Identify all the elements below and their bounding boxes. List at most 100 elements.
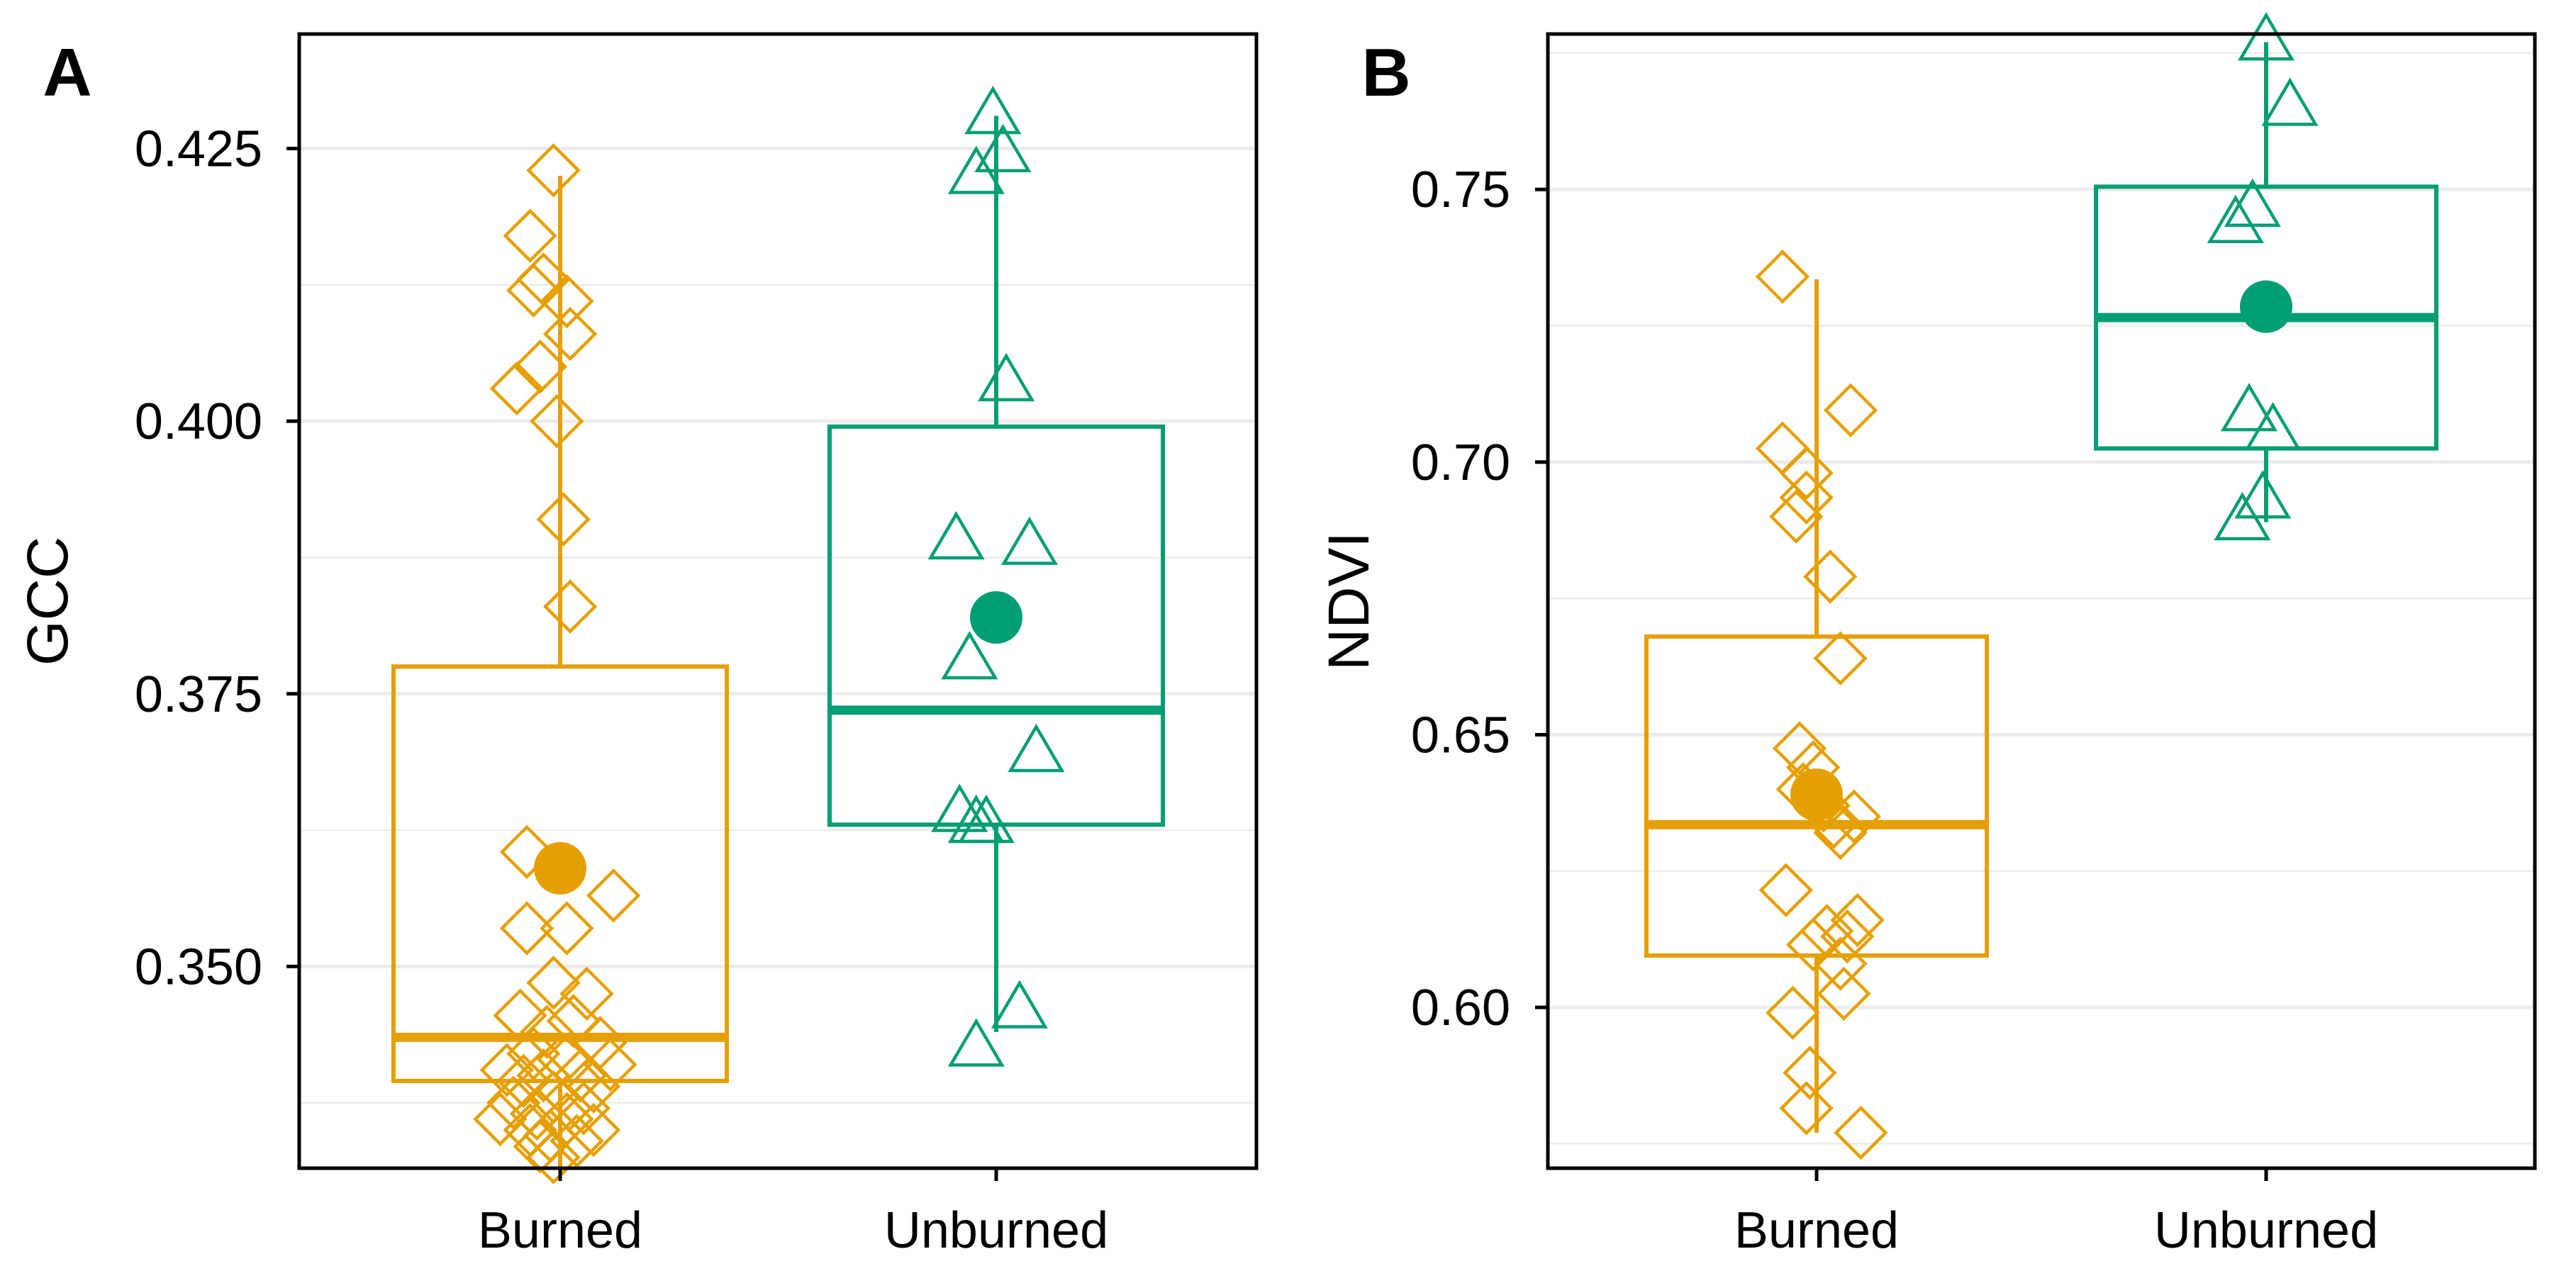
data-point <box>566 1059 621 1114</box>
data-point <box>542 579 598 634</box>
y-tick-label: 0.65 <box>1411 707 1510 763</box>
data-point <box>542 306 598 362</box>
data-point <box>1823 383 1878 437</box>
group-burned <box>1644 250 1989 1160</box>
data-point <box>503 208 557 263</box>
panel-ndvi: 0.60 0.65 0.70 0.75 Burned Unburned NDVI B <box>1317 12 2537 1259</box>
data-point <box>931 783 988 832</box>
data-point <box>1813 936 1868 991</box>
data-point <box>1766 985 1820 1040</box>
data-point <box>566 1102 621 1158</box>
data-point <box>540 274 594 329</box>
data-point <box>553 1048 608 1103</box>
plot-border <box>1546 32 2537 1170</box>
data-point <box>479 1043 534 1097</box>
data-point <box>978 352 1035 402</box>
y-tick-label: 0.350 <box>135 939 262 995</box>
data-point <box>947 145 1005 194</box>
group-burned <box>391 143 729 1185</box>
data-point <box>1817 966 1871 1021</box>
x-tick-label: Burned <box>1734 1202 1899 1259</box>
data-point <box>536 492 591 547</box>
x-tick-label: Unburned <box>884 1202 1108 1259</box>
mean-marker <box>2240 280 2292 333</box>
box-iqr <box>827 424 1165 827</box>
data-point <box>516 1048 571 1103</box>
data-point <box>957 794 1015 844</box>
y-tick-label: 0.75 <box>1411 162 1510 218</box>
mean-marker <box>1790 768 1843 822</box>
data-point <box>526 956 581 1010</box>
data-point <box>2261 77 2319 126</box>
plot-border <box>297 32 1259 1170</box>
y-tick-label: 0.70 <box>1411 435 1510 491</box>
group-unburned <box>2094 12 2438 541</box>
data-point <box>473 1092 528 1146</box>
data-point <box>1008 723 1065 773</box>
data-point <box>974 123 1032 173</box>
data-point <box>1813 631 1868 685</box>
data-point <box>573 1015 628 1070</box>
panel-label: A <box>43 35 91 111</box>
y-axis-title: NDVI <box>1317 532 1381 671</box>
data-point <box>941 631 998 680</box>
data-point <box>1786 917 1841 972</box>
y-tick-label: 0.425 <box>135 121 262 178</box>
data-point <box>499 901 554 956</box>
data-point <box>586 868 641 923</box>
y-axis-title: GCC <box>16 537 80 666</box>
data-point <box>2244 402 2302 451</box>
data-point <box>506 1026 561 1081</box>
data-point <box>540 901 594 956</box>
data-point <box>1783 1046 1837 1100</box>
data-point <box>583 1037 637 1092</box>
data-point <box>1779 446 1834 500</box>
data-point <box>2220 383 2278 432</box>
data-point <box>1769 489 1824 544</box>
group-unburned <box>827 85 1165 1067</box>
box-iqr <box>1644 634 1989 958</box>
y-tick-label: 0.400 <box>135 393 262 450</box>
data-point <box>1755 250 1810 304</box>
data-point <box>2237 12 2295 61</box>
data-point <box>526 1130 581 1185</box>
data-point <box>947 1018 1005 1067</box>
data-point <box>499 824 554 880</box>
data-point <box>2234 470 2292 519</box>
y-tick-label: 0.60 <box>1411 980 1510 1036</box>
y-tick-label: 0.375 <box>135 666 262 723</box>
mean-marker <box>534 841 586 895</box>
data-point <box>526 143 581 198</box>
data-point <box>506 263 561 318</box>
data-point <box>1830 892 1885 948</box>
data-point <box>991 980 1048 1029</box>
data-point <box>927 510 985 560</box>
data-point <box>513 340 567 394</box>
data-point <box>1779 1081 1834 1136</box>
data-point <box>2207 194 2264 244</box>
data-point <box>530 393 584 449</box>
data-point <box>1755 421 1810 476</box>
data-point <box>559 966 614 1021</box>
data-point <box>556 1081 611 1136</box>
mean-marker <box>970 591 1022 644</box>
x-tick-label: Unburned <box>2154 1202 2378 1259</box>
data-point <box>1813 805 1868 861</box>
data-point <box>1758 863 1813 917</box>
data-point <box>1803 549 1858 604</box>
data-point <box>520 1004 574 1059</box>
data-point <box>1834 1105 1888 1160</box>
data-point <box>1820 909 1875 964</box>
x-tick-label: Burned <box>478 1202 642 1259</box>
data-point <box>513 1119 567 1174</box>
data-point <box>1779 470 1834 525</box>
panel-label: B <box>1361 35 1410 111</box>
data-point <box>1772 721 1827 775</box>
data-point <box>550 1114 604 1168</box>
data-point <box>509 1086 564 1141</box>
data-point <box>2214 492 2271 541</box>
data-point <box>964 85 1022 135</box>
data-point <box>489 361 545 416</box>
data-point <box>1000 516 1059 565</box>
